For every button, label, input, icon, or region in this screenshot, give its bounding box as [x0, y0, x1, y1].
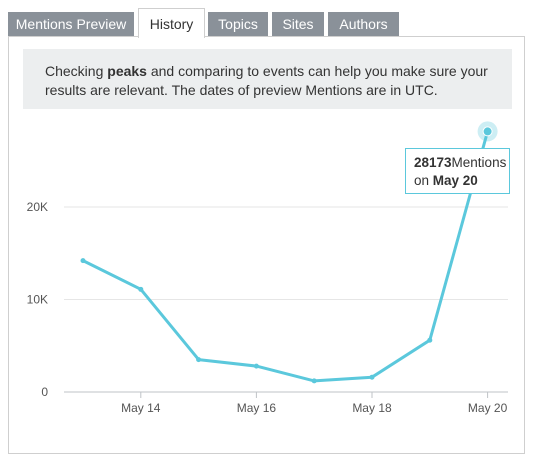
y-tick-label: 20K	[27, 200, 48, 214]
tooltip-unit: Mentions	[451, 155, 507, 170]
x-tick-label: May 16	[237, 401, 277, 415]
history-panel: Checking peaks and comparing to events c…	[8, 36, 525, 454]
notice-text-post: and comparing to events can help you mak…	[45, 63, 488, 98]
tab-mentions-preview[interactable]: Mentions Preview	[8, 12, 134, 36]
tab-sites[interactable]: Sites	[272, 12, 324, 36]
x-tick-label: May 18	[352, 401, 392, 415]
series-line	[82, 130, 490, 383]
data-point[interactable]	[311, 378, 317, 384]
tab-history[interactable]: History	[138, 8, 205, 38]
notice-text-bold: peaks	[107, 63, 147, 79]
data-point[interactable]	[80, 258, 86, 264]
series-points	[80, 121, 498, 384]
info-notice: Checking peaks and comparing to events c…	[23, 49, 512, 109]
data-point[interactable]	[196, 357, 202, 363]
notice-text-pre: Checking	[45, 63, 108, 79]
data-point[interactable]	[369, 374, 375, 380]
chart-tooltip: 28173Mentions on May 20	[405, 148, 510, 194]
x-axis: May 14 May 16 May 18 May 20	[121, 392, 508, 415]
x-tick-label: May 14	[121, 401, 161, 415]
chart-grid	[64, 206, 508, 393]
data-point[interactable]	[253, 363, 259, 369]
tooltip-value: 28173	[414, 155, 452, 170]
tooltip-date: May 20	[432, 173, 478, 188]
y-tick-label: 0	[41, 385, 48, 399]
data-point[interactable]	[427, 337, 433, 343]
tooltip-on: on	[414, 173, 433, 188]
y-axis: 0 10K 20K	[27, 200, 49, 399]
y-tick-label: 10K	[27, 293, 48, 307]
tab-authors[interactable]: Authors	[328, 12, 399, 36]
x-tick-label: May 20	[468, 401, 508, 415]
highlighted-data-point[interactable]	[482, 126, 493, 137]
data-point[interactable]	[138, 286, 144, 292]
tab-topics[interactable]: Topics	[208, 12, 268, 36]
